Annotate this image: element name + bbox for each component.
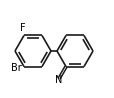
Text: N: N xyxy=(54,75,61,85)
Text: F: F xyxy=(20,23,26,33)
Text: Br: Br xyxy=(11,63,22,73)
